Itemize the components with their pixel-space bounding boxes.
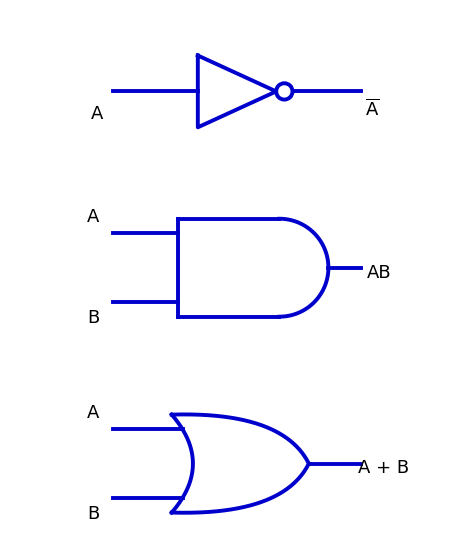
Text: A: A <box>87 208 100 226</box>
Text: B: B <box>87 309 100 327</box>
Text: A: A <box>87 404 100 422</box>
Text: A + B: A + B <box>358 460 410 477</box>
Text: AB: AB <box>367 264 392 281</box>
Text: B: B <box>87 505 100 523</box>
Text: $\overline{\mathrm{A}}$: $\overline{\mathrm{A}}$ <box>365 99 380 120</box>
Text: A: A <box>91 105 103 123</box>
